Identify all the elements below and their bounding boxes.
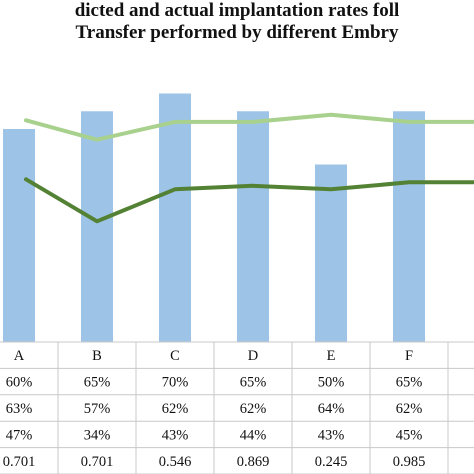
table-cell-r3-c4: 44% [240, 427, 267, 443]
table-cell-r2-c3: 62% [162, 401, 189, 417]
line-series-2 [24, 177, 474, 224]
bar-D [237, 111, 269, 342]
bar-B [81, 111, 113, 342]
table-cell-r4-c1: 0.701 [3, 454, 36, 470]
table-cell-r2-c6: 62% [396, 401, 423, 417]
x-tick-label-F: F [405, 348, 413, 364]
table-cell-r3-c2: 34% [84, 427, 111, 443]
bar-E [315, 164, 347, 342]
line-series-1 [24, 112, 474, 142]
table-cell-r1-c1: 60% [6, 375, 33, 391]
table-cell-r1-c4: 65% [240, 375, 267, 391]
x-tick-label-C: C [170, 348, 180, 364]
table-cell-r1-c3: 70% [162, 375, 189, 391]
table-cell-r2-c5: 64% [318, 401, 345, 417]
chart-title-line-2: Transfer performed by different Embry [75, 22, 399, 43]
table-cell-r1-c2: 65% [84, 375, 111, 391]
bar-series [3, 93, 425, 342]
bar-C [159, 93, 191, 342]
table-cell-r4-c2: 0.701 [81, 454, 114, 470]
table-cell-r4-c6: 0.985 [393, 454, 426, 470]
bar-F [393, 111, 425, 342]
chart-title-line-1: dicted and actual implantation rates fol… [74, 0, 400, 21]
table-cell-r2-c2: 57% [84, 401, 111, 417]
x-tick-label-A: A [14, 348, 25, 364]
bar-A [3, 129, 35, 342]
table-cell-r4-c5: 0.245 [315, 454, 348, 470]
table-cell-r1-c6: 65% [396, 375, 423, 391]
x-tick-label-D: D [248, 348, 258, 364]
table-cell-r2-c4: 62% [240, 401, 267, 417]
x-tick-label-B: B [92, 348, 102, 364]
table-cell-r4-c4: 0.869 [237, 454, 270, 470]
table-cell-r4-c3: 0.546 [159, 454, 192, 470]
table-cell-r2-c1: 63% [6, 401, 33, 417]
table-cell-r3-c5: 43% [318, 427, 345, 443]
table-cell-r3-c6: 45% [396, 427, 423, 443]
x-tick-label-E: E [327, 348, 336, 364]
table-cell-r1-c5: 50% [318, 375, 345, 391]
table-cell-r3-c3: 43% [162, 427, 189, 443]
data-table: A B C D E F 60% 65% 70% 65% 50% 65% 63% 57% 62% 62% 64% 6… [0, 341, 474, 474]
table-cell-r3-c1: 47% [6, 427, 33, 443]
line-series-group [24, 112, 474, 224]
